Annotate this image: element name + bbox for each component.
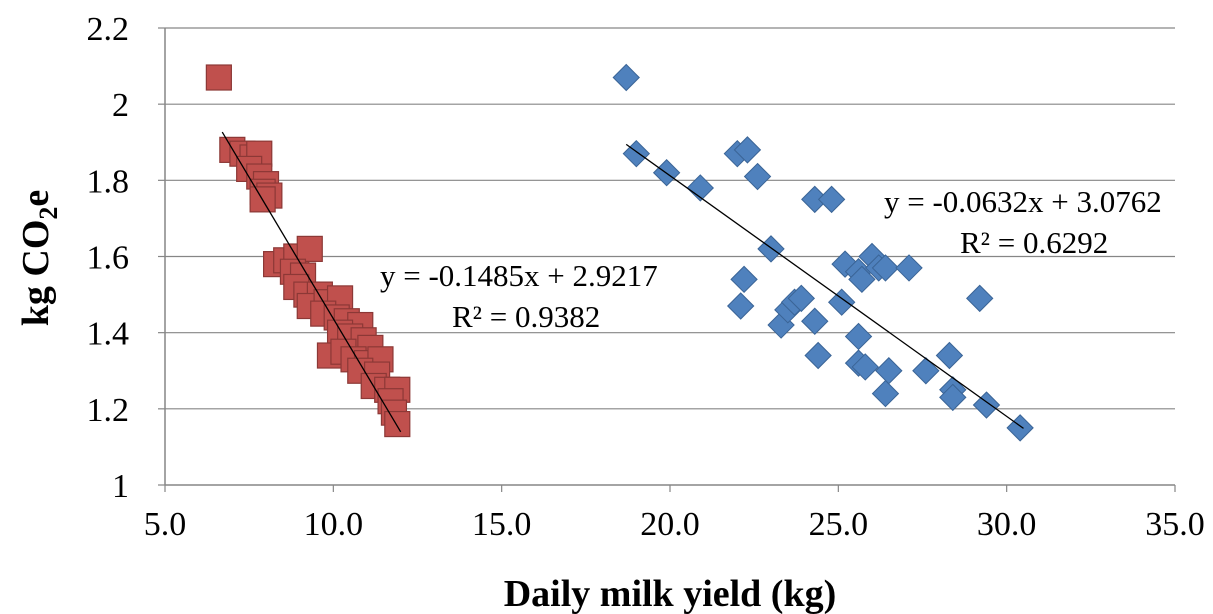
y-tick-label: 1.6: [87, 240, 130, 277]
data-point-diamond: [801, 307, 829, 335]
data-point-diamond: [912, 357, 940, 385]
data-point-diamond: [817, 185, 846, 214]
data-point-diamond: [935, 341, 964, 370]
y-tick-label: 1.4: [87, 316, 130, 353]
y-axis-title: kg CO2e: [15, 190, 63, 327]
data-point-diamond: [733, 136, 762, 164]
x-tick-label: 15.0: [472, 506, 532, 543]
x-tick-label: 10.0: [304, 506, 364, 543]
axes: [158, 27, 1176, 492]
data-point-diamond: [726, 292, 755, 320]
data-point-diamond: [730, 265, 758, 294]
data-point-diamond: [848, 265, 876, 294]
trendline-equations: y = -0.1485x + 2.9217 R² = 0.9382 y = -0…: [380, 184, 1162, 334]
x-axis-title: Daily milk yield (kg): [504, 573, 837, 614]
trendline-r2-red: R² = 0.9382: [452, 299, 600, 334]
x-tick-label: 25.0: [809, 506, 869, 543]
data-point-diamond: [743, 162, 772, 191]
y-tick-label: 1.8: [87, 163, 130, 200]
x-tick-label: 30.0: [977, 506, 1037, 543]
x-tick-label: 5.0: [144, 506, 187, 543]
y-axis-title-prefix: kg CO: [15, 220, 57, 327]
y-axis-tick-labels: 1 1.2 1.4 1.6 1.8 2 2.2: [87, 11, 130, 505]
data-point-diamond: [844, 322, 873, 351]
data-point-diamond: [895, 254, 923, 282]
data-series: [205, 63, 1034, 442]
data-point-diamond: [804, 341, 832, 370]
data-point-diamond: [686, 174, 715, 202]
y-tick-label: 2: [112, 87, 129, 124]
y-tick-label: 1: [112, 468, 129, 505]
data-point-diamond: [871, 254, 900, 282]
data-point-diamond: [875, 357, 903, 385]
data-point-square: [249, 186, 276, 213]
x-axis-tick-labels: 5.0 10.0 15.0 20.0 25.0 30.0 35.0: [144, 506, 1205, 543]
data-point-square: [296, 235, 323, 262]
series-2: [612, 63, 1034, 442]
data-point-square: [384, 410, 411, 438]
data-point-diamond: [851, 353, 879, 381]
data-point-diamond: [939, 383, 967, 412]
data-point-diamond: [612, 63, 640, 92]
x-tick-label: 35.0: [1145, 506, 1205, 543]
trendline-1: [221, 131, 402, 433]
data-point-diamond: [972, 391, 1001, 419]
data-point-diamond: [827, 288, 856, 316]
x-tick-label: 20.0: [640, 506, 700, 543]
trendline-r2-blue: R² = 0.6292: [960, 225, 1108, 260]
data-point-diamond: [757, 235, 785, 263]
trendline-equation-blue: y = -0.0632x + 3.0762: [884, 184, 1162, 219]
data-point-diamond: [966, 284, 994, 313]
series-1: [205, 64, 411, 438]
data-point-diamond: [871, 379, 900, 408]
data-point-square: [205, 64, 232, 91]
trendline-2: [625, 143, 1024, 429]
y-axis-title-subscript: 2: [34, 207, 63, 220]
trendlines: [221, 131, 1024, 433]
trendline-equation-red: y = -0.1485x + 2.9217: [380, 258, 658, 293]
y-tick-label: 1.2: [87, 392, 130, 429]
y-axis-title-suffix: e: [15, 190, 57, 207]
y-tick-label: 2.2: [87, 11, 130, 48]
data-point-diamond: [787, 284, 816, 313]
